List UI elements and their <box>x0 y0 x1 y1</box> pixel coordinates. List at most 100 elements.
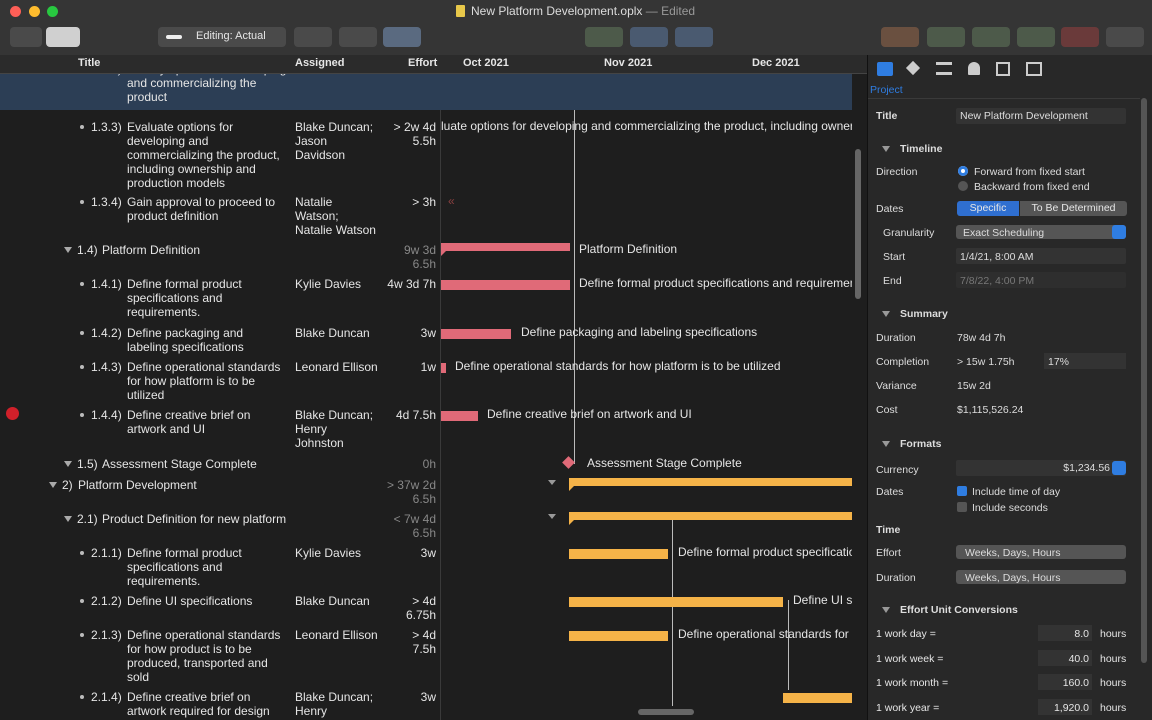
project-tab[interactable] <box>877 62 893 76</box>
disclosure-triangle[interactable] <box>64 461 72 467</box>
percent-field[interactable] <box>1044 353 1126 369</box>
field-value: 1/4/21, 8:00 AM <box>960 251 1034 263</box>
task-title: Gain approval to proceed to product defi… <box>127 195 276 223</box>
outline-row[interactable]: 2.1.4) Define creative brief on artwork r… <box>0 690 440 720</box>
granularity-popup[interactable] <box>956 225 1126 239</box>
outline-row[interactable]: 1.3.2) Identify options for developing an… <box>0 74 440 104</box>
bullet <box>80 633 84 637</box>
bar-label: Define creative brief on artwork and UI <box>487 407 692 421</box>
editing-popup[interactable]: Editing: Actual <box>158 27 286 47</box>
field-value: 1,920.0 <box>1053 701 1089 714</box>
duration-popup[interactable] <box>956 570 1126 584</box>
field-value: 7/8/22, 4:00 PM <box>960 275 1035 287</box>
toolbar-button[interactable] <box>1061 27 1099 47</box>
close-button[interactable] <box>10 6 21 17</box>
bullet <box>80 125 84 129</box>
disclosure-triangle[interactable] <box>64 516 72 522</box>
outline-row[interactable]: 2.1.1) Define formal product specificatio… <box>0 546 440 588</box>
minimize-button[interactable] <box>29 6 40 17</box>
zoom-button[interactable] <box>47 6 58 17</box>
toolbar-button[interactable] <box>972 27 1010 47</box>
inspector-scrollbar[interactable] <box>1141 98 1147 663</box>
effort: 3w <box>420 326 436 340</box>
field-value: New Platform Development <box>960 110 1088 122</box>
outline-row[interactable]: 2) Platform Development > 37w 2d 6.5h <box>0 478 440 518</box>
title-field[interactable] <box>956 108 1126 124</box>
toolbar-button[interactable] <box>881 27 919 47</box>
disclosure-triangle[interactable] <box>49 482 57 488</box>
field[interactable] <box>1038 698 1092 715</box>
outline-row[interactable]: 1.4) Platform Definition 9w 3d 6.5h <box>0 243 440 283</box>
toolbar-button[interactable] <box>294 27 332 47</box>
outline-number: 2.1.1) <box>91 546 122 560</box>
toolbar-button[interactable] <box>675 27 713 47</box>
outline-row[interactable]: 1.3.3) Evaluate options for developing an… <box>0 120 440 190</box>
outline-view-button[interactable] <box>10 27 42 47</box>
disclosure-triangle[interactable] <box>64 247 72 253</box>
radio[interactable] <box>958 181 968 191</box>
assigned: Kylie Davies <box>295 546 362 560</box>
collapse-arrow[interactable] <box>548 514 556 519</box>
field[interactable] <box>1038 625 1092 641</box>
col-title[interactable]: Title <box>78 57 101 69</box>
toolbar-button[interactable] <box>927 27 965 47</box>
collapse-arrow[interactable] <box>548 480 556 485</box>
layout-tab[interactable] <box>996 62 1010 76</box>
bullet <box>80 200 84 204</box>
toolbar-button[interactable] <box>383 27 421 47</box>
end-field[interactable] <box>956 272 1126 288</box>
start-field[interactable] <box>956 248 1126 264</box>
radio[interactable] <box>958 166 968 176</box>
outline-row[interactable]: 1.4.2) Define packaging and labeling spec… <box>0 326 440 366</box>
toolbar-button[interactable] <box>630 27 668 47</box>
h-scrollbar[interactable] <box>638 709 694 715</box>
segment[interactable]: To Be Determined <box>1020 201 1127 216</box>
task-title: Define creative brief on artwork require… <box>127 690 270 718</box>
outline-row[interactable]: 2.1.2) Define UI specifications Blake Dunc… <box>0 594 440 634</box>
col-assigned[interactable]: Assigned <box>295 57 345 69</box>
style-tab[interactable] <box>936 62 952 75</box>
outline-row[interactable]: 1.3.4) Gain approval to proceed to produc… <box>0 195 440 237</box>
assigned: Blake Duncan; Henry <box>295 690 374 718</box>
task-title: Define operational standards for how pro… <box>127 628 281 684</box>
gantt-view-button[interactable] <box>46 27 80 47</box>
gantt-bar <box>783 693 852 703</box>
outline-row[interactable]: 1.4.3) Define operational standards for h… <box>0 360 440 402</box>
checkbox[interactable] <box>957 502 967 512</box>
table-tab[interactable] <box>1026 62 1042 76</box>
gantt-bar <box>441 363 446 373</box>
section-heading: Formats <box>900 438 942 450</box>
alert-icon <box>6 407 19 420</box>
network-view-button[interactable] <box>84 27 114 47</box>
toolbar-button[interactable] <box>1106 27 1144 47</box>
effort: 3w <box>420 546 436 560</box>
col-effort[interactable]: Effort <box>408 57 438 69</box>
currency-field[interactable] <box>956 460 1126 476</box>
group-end <box>569 486 574 491</box>
bullet <box>80 599 84 603</box>
effort-popup[interactable] <box>956 545 1126 559</box>
field-value: 8.0 <box>1074 628 1089 640</box>
field[interactable] <box>1038 674 1092 690</box>
assigned: Blake Duncan <box>295 74 379 76</box>
resource-tab[interactable] <box>968 62 980 75</box>
toolbar-button[interactable] <box>585 27 623 47</box>
outline-row[interactable]: 1.4.1) Define formal product specificatio… <box>0 277 440 319</box>
outline-number: 1.3.2) <box>91 74 122 76</box>
outline-row[interactable]: 1.4.4) Define creative brief on artwork a… <box>0 408 440 450</box>
unit: hours <box>1100 628 1127 640</box>
assigned: Blake Duncan <box>295 594 370 608</box>
outline-row[interactable]: 1.5) Assessment Stage Complete 0h <box>0 457 440 497</box>
outline-row[interactable]: 2.1) Product Definition for new platform <… <box>0 512 440 552</box>
task-title: Define formal product specifications and… <box>127 546 242 588</box>
field[interactable] <box>1038 649 1092 666</box>
toolbar-button[interactable] <box>339 27 377 47</box>
toolbar-button[interactable] <box>1017 27 1055 47</box>
label: Title <box>876 110 898 122</box>
segment-selected[interactable]: Specific <box>957 201 1019 216</box>
outline-number: 2.1.4) <box>91 690 122 704</box>
resource-view-button[interactable] <box>118 27 148 47</box>
outline-row[interactable]: 2.1.3) Define operational standards for h… <box>0 628 440 684</box>
scrollbar[interactable] <box>855 149 861 299</box>
checkbox-checked[interactable] <box>957 486 967 496</box>
